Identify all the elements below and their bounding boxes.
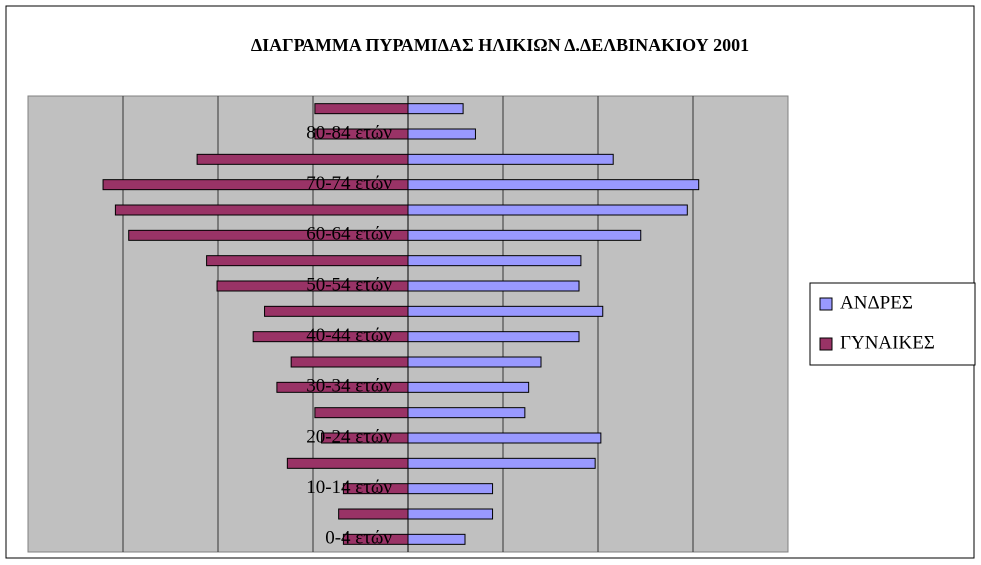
bar xyxy=(314,407,409,419)
y-tick-label: 40-44 ετών xyxy=(306,325,392,346)
bar xyxy=(216,280,409,292)
bar xyxy=(407,204,688,216)
y-tick-label: 70-74 ετών xyxy=(306,173,392,194)
bar xyxy=(314,103,409,115)
bar xyxy=(407,407,526,419)
bar xyxy=(252,331,409,343)
bar xyxy=(407,280,580,292)
bar xyxy=(407,128,476,140)
bar xyxy=(342,483,409,495)
bar xyxy=(407,179,700,191)
bar xyxy=(264,305,409,317)
bar xyxy=(314,128,409,140)
bar xyxy=(338,508,409,520)
bar xyxy=(407,331,580,343)
legend-label: ΓΥΝΑΙΚΕΣ xyxy=(840,332,935,353)
y-tick-label: 10-14 ετών xyxy=(306,477,392,498)
bar xyxy=(196,153,409,165)
y-tick-label: 50-54 ετών xyxy=(306,274,392,295)
bar xyxy=(206,255,409,267)
bar xyxy=(407,103,464,115)
bar xyxy=(276,381,409,393)
bar xyxy=(407,153,614,165)
legend-box xyxy=(809,282,976,366)
legend-swatch xyxy=(819,297,833,311)
bar xyxy=(290,356,409,368)
bar xyxy=(407,432,602,444)
y-tick-label: 0-4 ετών xyxy=(325,528,392,549)
bar xyxy=(407,508,494,520)
bar xyxy=(114,204,409,216)
y-tick-label: 80-84 ετών xyxy=(306,122,392,143)
bar xyxy=(407,356,542,368)
y-tick-label: 30-34 ετών xyxy=(306,376,392,397)
bar xyxy=(407,305,604,317)
bar xyxy=(407,483,494,495)
bar xyxy=(286,457,409,469)
y-tick-label: 60-64 ετών xyxy=(306,224,392,245)
bar xyxy=(407,533,466,545)
bar xyxy=(102,179,409,191)
bar xyxy=(321,432,409,444)
legend-swatch xyxy=(819,337,833,351)
legend-label: ΑΝΔΡΕΣ xyxy=(840,292,913,313)
bar xyxy=(407,381,530,393)
bar xyxy=(342,533,409,545)
chart-title: ΔΙΑΓΡΑΜΜΑ ΠΥΡΑΜΙΔΑΣ ΗΛΙΚΙΩΝ Δ.ΔΕΛΒΙΝΑΚΙΟ… xyxy=(251,35,749,55)
bar xyxy=(128,229,409,241)
bar xyxy=(407,229,642,241)
bar xyxy=(407,457,596,469)
y-tick-label: 20-24 ετών xyxy=(306,426,392,447)
bar xyxy=(407,255,582,267)
